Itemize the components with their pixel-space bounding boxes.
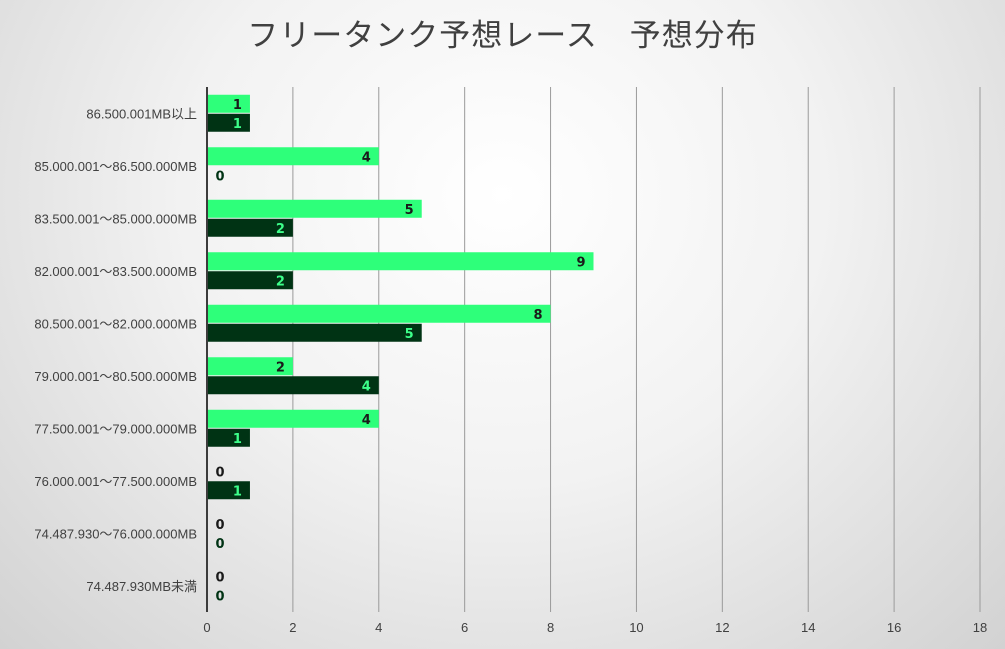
chart-title: フリータンク予想レース 予想分布 <box>247 18 758 54</box>
category-label: 77.500.001～79.000.000MB <box>34 421 197 436</box>
bar-series-1 <box>208 252 594 271</box>
category-label: 74.487.930～76.000.000MB <box>34 526 197 541</box>
x-tick-label: 8 <box>547 620 554 635</box>
bar-series-1 <box>208 94 250 113</box>
data-label: 5 <box>405 327 414 342</box>
bar-series-2 <box>208 428 250 447</box>
grid-layer <box>292 87 981 612</box>
category-label: 74.487.930MB未満 <box>86 579 197 594</box>
bars-layer <box>208 94 594 500</box>
category-label: 82.000.001～83.500.000MB <box>34 264 197 279</box>
category-label: 79.000.001～80.500.000MB <box>34 369 197 384</box>
x-tick-label: 18 <box>973 620 987 635</box>
data-label: 0 <box>215 570 224 585</box>
data-label: 8 <box>534 308 543 323</box>
data-label: 4 <box>362 150 371 165</box>
x-tick-label: 0 <box>203 620 210 635</box>
labels-layer: 0 2 4 6 8 10 12 14 16 1886.500.001MB以上1185.000.00… <box>34 98 987 635</box>
category-label: 83.500.001～85.000.000MB <box>34 211 197 226</box>
data-label: 2 <box>276 274 285 289</box>
x-tick-label: 10 <box>629 620 643 635</box>
bar-series-2 <box>208 481 250 500</box>
data-label: 0 <box>215 589 224 604</box>
category-label: 85.000.001～86.500.000MB <box>34 159 197 174</box>
data-label: 4 <box>362 413 371 428</box>
bar-series-2 <box>208 376 379 395</box>
bar-series-1 <box>208 409 379 428</box>
category-label: 80.500.001～82.000.000MB <box>34 316 197 331</box>
data-label: 0 <box>215 465 224 480</box>
x-tick-label: 6 <box>461 620 468 635</box>
x-tick-label: 4 <box>375 620 382 635</box>
x-tick-label: 16 <box>887 620 901 635</box>
x-tick-label: 12 <box>715 620 729 635</box>
data-label: 9 <box>576 255 585 270</box>
bar-series-1 <box>208 357 293 376</box>
data-label: 4 <box>362 379 371 394</box>
bar-series-2 <box>208 218 293 237</box>
data-label: 5 <box>405 203 414 218</box>
data-label: 2 <box>276 360 285 375</box>
bar-series-2 <box>208 271 293 290</box>
data-label: 1 <box>233 98 242 113</box>
x-tick-label: 2 <box>289 620 296 635</box>
data-label: 0 <box>215 169 224 184</box>
category-label: 76.000.001～77.500.000MB <box>34 474 197 489</box>
bar-series-2 <box>208 113 250 132</box>
bar-series-1 <box>208 199 422 218</box>
bar-series-1 <box>208 147 379 166</box>
data-label: 1 <box>233 117 242 132</box>
data-label: 2 <box>276 222 285 237</box>
bar-series-2 <box>208 323 422 342</box>
data-label: 0 <box>215 537 224 552</box>
data-label: 1 <box>233 432 242 447</box>
category-label: 86.500.001MB以上 <box>86 106 197 121</box>
x-tick-label: 14 <box>801 620 815 635</box>
data-label: 1 <box>233 484 242 499</box>
data-label: 0 <box>215 518 224 533</box>
bar-series-1 <box>208 304 551 323</box>
